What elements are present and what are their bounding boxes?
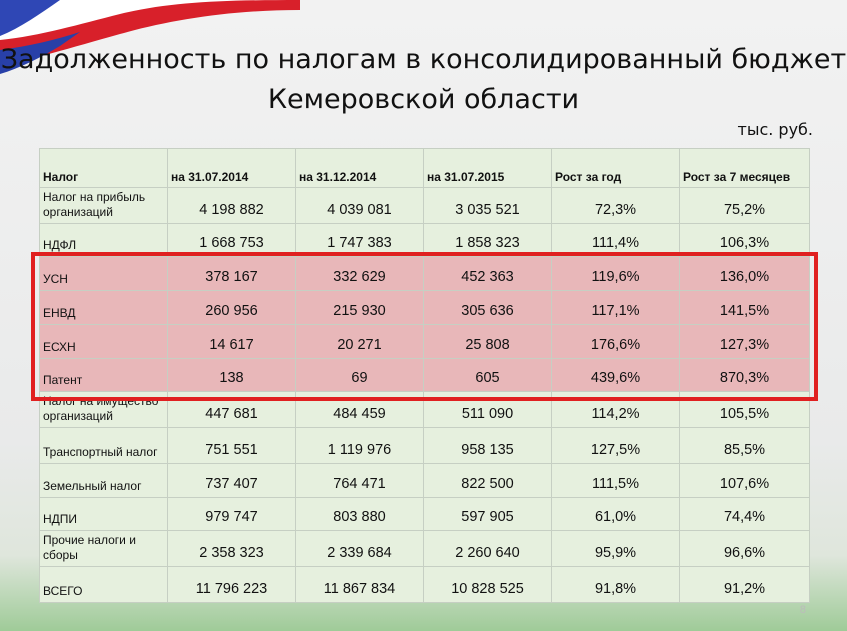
tax-name-cell: НДПИ <box>39 496 168 532</box>
value-cell: 141,5% <box>679 290 810 325</box>
value-cell: 91,8% <box>551 566 680 603</box>
table-row: НДФЛ 1 668 753 1 747 383 1 858 323 111,4% 106… <box>39 222 810 258</box>
value-cell: 127,5% <box>551 427 680 464</box>
table-header-row: Налог на 31.07.2014 на 31.12.2014 на 31.… <box>39 148 810 188</box>
units-label: тыс. руб. <box>737 120 814 139</box>
value-cell: 597 905 <box>423 496 552 532</box>
value-cell: 2 339 684 <box>295 530 424 568</box>
tax-name-cell: ВСЕГО <box>39 566 168 603</box>
value-cell: 95,9% <box>551 530 680 568</box>
value-cell: 870,3% <box>679 357 810 393</box>
value-cell: 75,2% <box>679 186 810 224</box>
tax-name-cell: ЕНВД <box>39 290 168 325</box>
value-cell: 119,6% <box>551 256 680 292</box>
value-cell: 511 090 <box>423 391 552 429</box>
column-header: Налог <box>39 148 168 188</box>
value-cell: 117,1% <box>551 290 680 325</box>
value-cell: 20 271 <box>295 323 424 359</box>
table-row: УСН 378 167 332 629 452 363 119,6% 136,0% <box>39 256 810 292</box>
value-cell: 2 358 323 <box>167 530 296 568</box>
tax-debt-table: Налог на 31.07.2014 на 31.12.2014 на 31.… <box>39 148 810 603</box>
tax-name-cell: Земельный налог <box>39 462 168 498</box>
value-cell: 138 <box>167 357 296 393</box>
value-cell: 605 <box>423 357 552 393</box>
value-cell: 764 471 <box>295 462 424 498</box>
value-cell: 111,4% <box>551 222 680 258</box>
value-cell: 4 039 081 <box>295 186 424 224</box>
value-cell: 822 500 <box>423 462 552 498</box>
value-cell: 14 617 <box>167 323 296 359</box>
value-cell: 484 459 <box>295 391 424 429</box>
value-cell: 2 260 640 <box>423 530 552 568</box>
value-cell: 91,2% <box>679 566 810 603</box>
value-cell: 332 629 <box>295 256 424 292</box>
tax-name-cell: Прочие налоги и сборы <box>39 530 168 568</box>
value-cell: 107,6% <box>679 462 810 498</box>
value-cell: 439,6% <box>551 357 680 393</box>
table-row: Налог на прибыль организаций 4 198 882 4 0… <box>39 186 810 224</box>
tax-name-cell: УСН <box>39 256 168 292</box>
value-cell: 25 808 <box>423 323 552 359</box>
tax-name-cell: НДФЛ <box>39 222 168 258</box>
page-number: 8 <box>799 604 806 616</box>
column-header: Рост за год <box>551 148 680 188</box>
value-cell: 803 880 <box>295 496 424 532</box>
value-cell: 1 747 383 <box>295 222 424 258</box>
value-cell: 127,3% <box>679 323 810 359</box>
value-cell: 452 363 <box>423 256 552 292</box>
value-cell: 61,0% <box>551 496 680 532</box>
value-cell: 72,3% <box>551 186 680 224</box>
value-cell: 447 681 <box>167 391 296 429</box>
value-cell: 958 135 <box>423 427 552 464</box>
value-cell: 1 668 753 <box>167 222 296 258</box>
value-cell: 979 747 <box>167 496 296 532</box>
table-row: ЕНВД 260 956 215 930 305 636 117,1% 141,5% <box>39 290 810 325</box>
value-cell: 378 167 <box>167 256 296 292</box>
value-cell: 96,6% <box>679 530 810 568</box>
value-cell: 106,3% <box>679 222 810 258</box>
value-cell: 260 956 <box>167 290 296 325</box>
value-cell: 85,5% <box>679 427 810 464</box>
column-header: на 31.07.2015 <box>423 148 552 188</box>
tax-name-cell: ЕСХН <box>39 323 168 359</box>
tax-name-cell: Патент <box>39 357 168 393</box>
value-cell: 215 930 <box>295 290 424 325</box>
value-cell: 136,0% <box>679 256 810 292</box>
value-cell: 11 796 223 <box>167 566 296 603</box>
value-cell: 1 858 323 <box>423 222 552 258</box>
value-cell: 10 828 525 <box>423 566 552 603</box>
value-cell: 3 035 521 <box>423 186 552 224</box>
table-row: НДПИ 979 747 803 880 597 905 61,0% 74,4% <box>39 496 810 532</box>
value-cell: 737 407 <box>167 462 296 498</box>
table-row: Земельный налог 737 407 764 471 822 500 111,… <box>39 462 810 498</box>
table-row: ВСЕГО 11 796 223 11 867 834 10 828 525 91,8%… <box>39 566 810 603</box>
value-cell: 105,5% <box>679 391 810 429</box>
value-cell: 4 198 882 <box>167 186 296 224</box>
value-cell: 74,4% <box>679 496 810 532</box>
table-row: Транспортный налог 751 551 1 119 976 958 13… <box>39 427 810 464</box>
tax-name-cell: Налог на прибыль организаций <box>39 186 168 224</box>
value-cell: 11 867 834 <box>295 566 424 603</box>
tax-name-cell: Транспортный налог <box>39 427 168 464</box>
value-cell: 751 551 <box>167 427 296 464</box>
value-cell: 1 119 976 <box>295 427 424 464</box>
value-cell: 114,2% <box>551 391 680 429</box>
table-row: Патент 138 69 605 439,6% 870,3% <box>39 357 810 393</box>
column-header: на 31.07.2014 <box>167 148 296 188</box>
value-cell: 176,6% <box>551 323 680 359</box>
table-row: Прочие налоги и сборы 2 358 323 2 339 684 2… <box>39 530 810 568</box>
tax-name-cell: Налог на имущество организаций <box>39 391 168 429</box>
value-cell: 69 <box>295 357 424 393</box>
flag-ribbon-decoration <box>0 0 300 74</box>
page-title: Задолженность по налогам в консолидирова… <box>0 44 847 115</box>
table-row: ЕСХН 14 617 20 271 25 808 176,6% 127,3% <box>39 323 810 359</box>
value-cell: 111,5% <box>551 462 680 498</box>
column-header: Рост за 7 месяцев <box>679 148 810 188</box>
value-cell: 305 636 <box>423 290 552 325</box>
column-header: на 31.12.2014 <box>295 148 424 188</box>
table-row: Налог на имущество организаций 447 681 484… <box>39 391 810 429</box>
